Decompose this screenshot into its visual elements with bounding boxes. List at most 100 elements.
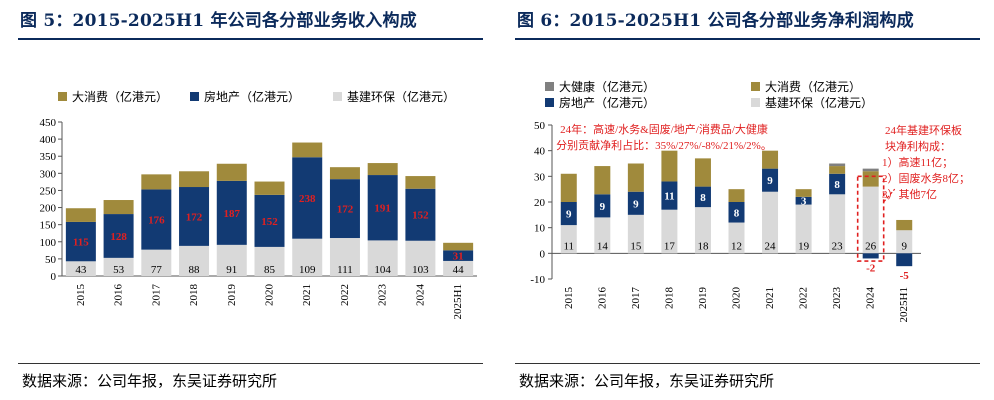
data-label: 115 [73,237,89,249]
bar-segment [367,240,398,276]
bar-segment [627,191,644,215]
y-tick-label: 40 [534,146,546,158]
bar-segment [560,202,577,226]
data-label: 104 [374,264,391,276]
x-tick-label: 2024 [414,284,426,307]
bar-segment [103,257,134,276]
x-tick-label: 2022 [798,287,810,309]
x-tick-label: 2018 [188,284,200,307]
bar-segment [795,196,812,205]
net-profit-stacked-bar-chart: 大健康（亿港元） 大消费（亿港元） 房地产（亿港元） 基建环保（亿港元） -10 0 10 2… [530,79,970,322]
data-label: 11 [563,240,574,252]
y-tick-label: 20 [534,197,546,209]
bar-segment [829,166,846,174]
data-label: 152 [412,210,429,222]
y-tick-label: 450 [40,117,57,129]
x-tick-label: 2020 [264,284,276,307]
bar-segment [661,209,678,254]
y-tick-label: 350 [40,151,57,163]
legend-swatch [58,92,67,101]
bar-segment [292,157,323,239]
title-divider [18,38,483,40]
data-label: 191 [374,203,391,215]
y-tick-label: 150 [40,220,57,232]
y-tick-label: 300 [40,168,57,180]
annotation-text: 24年：高速/水务&固废/地产/消费品/大健康 [560,122,768,136]
bar-segment [694,207,711,254]
bar-segment [216,244,247,276]
data-label: 187 [224,208,241,220]
annotation-text: 3）其他7亿 [882,188,937,201]
bar-segment [862,186,879,254]
data-label: 8 [700,192,706,204]
bar-segment [216,163,247,181]
data-label: 85 [264,264,276,276]
bar-segment [829,163,846,167]
data-label: 43 [75,264,87,276]
data-label: 31 [453,251,464,263]
bar-segment [254,246,285,276]
data-label: 77 [151,264,163,276]
bar-segment [661,181,678,210]
data-label: 103 [412,264,429,276]
bar-segment [795,204,812,254]
annotation-text: 1）高速11亿； [882,155,953,169]
bar-segment [141,249,172,276]
bar-segment [103,214,134,258]
bar-segment [862,168,879,172]
title-divider [515,38,980,40]
bar-segment [829,194,846,254]
bar-segment [179,171,210,188]
data-label: 23 [832,240,844,252]
x-tick-label: 2023 [831,287,843,310]
data-source: 数据来源：公司年报，东吴证券研究所 [519,372,775,390]
bar-segment [762,191,779,254]
y-tick-label: 0 [540,248,546,260]
bar-segment [65,208,96,222]
x-tick-label: 2024 [865,287,877,310]
y-tick-label: 50 [534,120,546,132]
x-tick-label: 2018 [663,287,675,310]
annotation-text: 分别贡献净利占比：35%/27%/-8%/21%/2%。 [556,138,772,152]
bar-segment [292,238,323,276]
y-tick-label: 100 [40,237,57,249]
annotation-text: 块净利构成： [885,139,951,153]
bar-segment [896,253,913,267]
data-label: 8 [834,179,840,191]
x-tick-label: 2025H1 [452,284,464,319]
source-divider [18,363,483,364]
bar-segment [254,181,285,195]
legend-swatch [190,92,199,101]
y-tick-label: 30 [534,171,546,183]
bar-segment [762,150,779,169]
annotation-text: 2）固废水务8亿； [882,171,970,185]
source-divider [515,363,980,364]
legend-swatch [751,98,760,107]
data-label: 9 [566,209,572,221]
bar-segment [141,189,172,250]
legend-swatch [333,92,342,101]
x-tick-label: 2022 [339,284,351,306]
x-tick-label: 2020 [731,287,743,310]
data-source: 数据来源：公司年报，东吴证券研究所 [22,372,278,390]
y-tick-label: 200 [40,203,57,215]
bar-segment [254,194,285,247]
bar-segment [694,186,711,208]
data-label: 19 [798,240,810,252]
data-label: 14 [597,240,609,252]
data-label: 152 [261,216,278,228]
data-label: 111 [337,264,353,276]
legend-swatch [545,98,554,107]
data-label: 26 [865,240,877,252]
bar-segment [329,167,360,180]
legend-swatch [545,82,554,91]
x-tick-label: 2017 [630,287,642,310]
y-tick-label: 10 [534,223,546,235]
y-tick-label: 250 [40,185,57,197]
bar-segment [896,230,913,254]
x-tick-label: 2023 [377,284,389,307]
bar-segment [405,176,436,189]
x-tick-label: 2016 [113,284,125,307]
figure-title: 图 6：2015-2025H1 公司各分部业务净利润构成 [517,11,914,31]
legend-label: 大健康（亿港元） [559,79,655,94]
